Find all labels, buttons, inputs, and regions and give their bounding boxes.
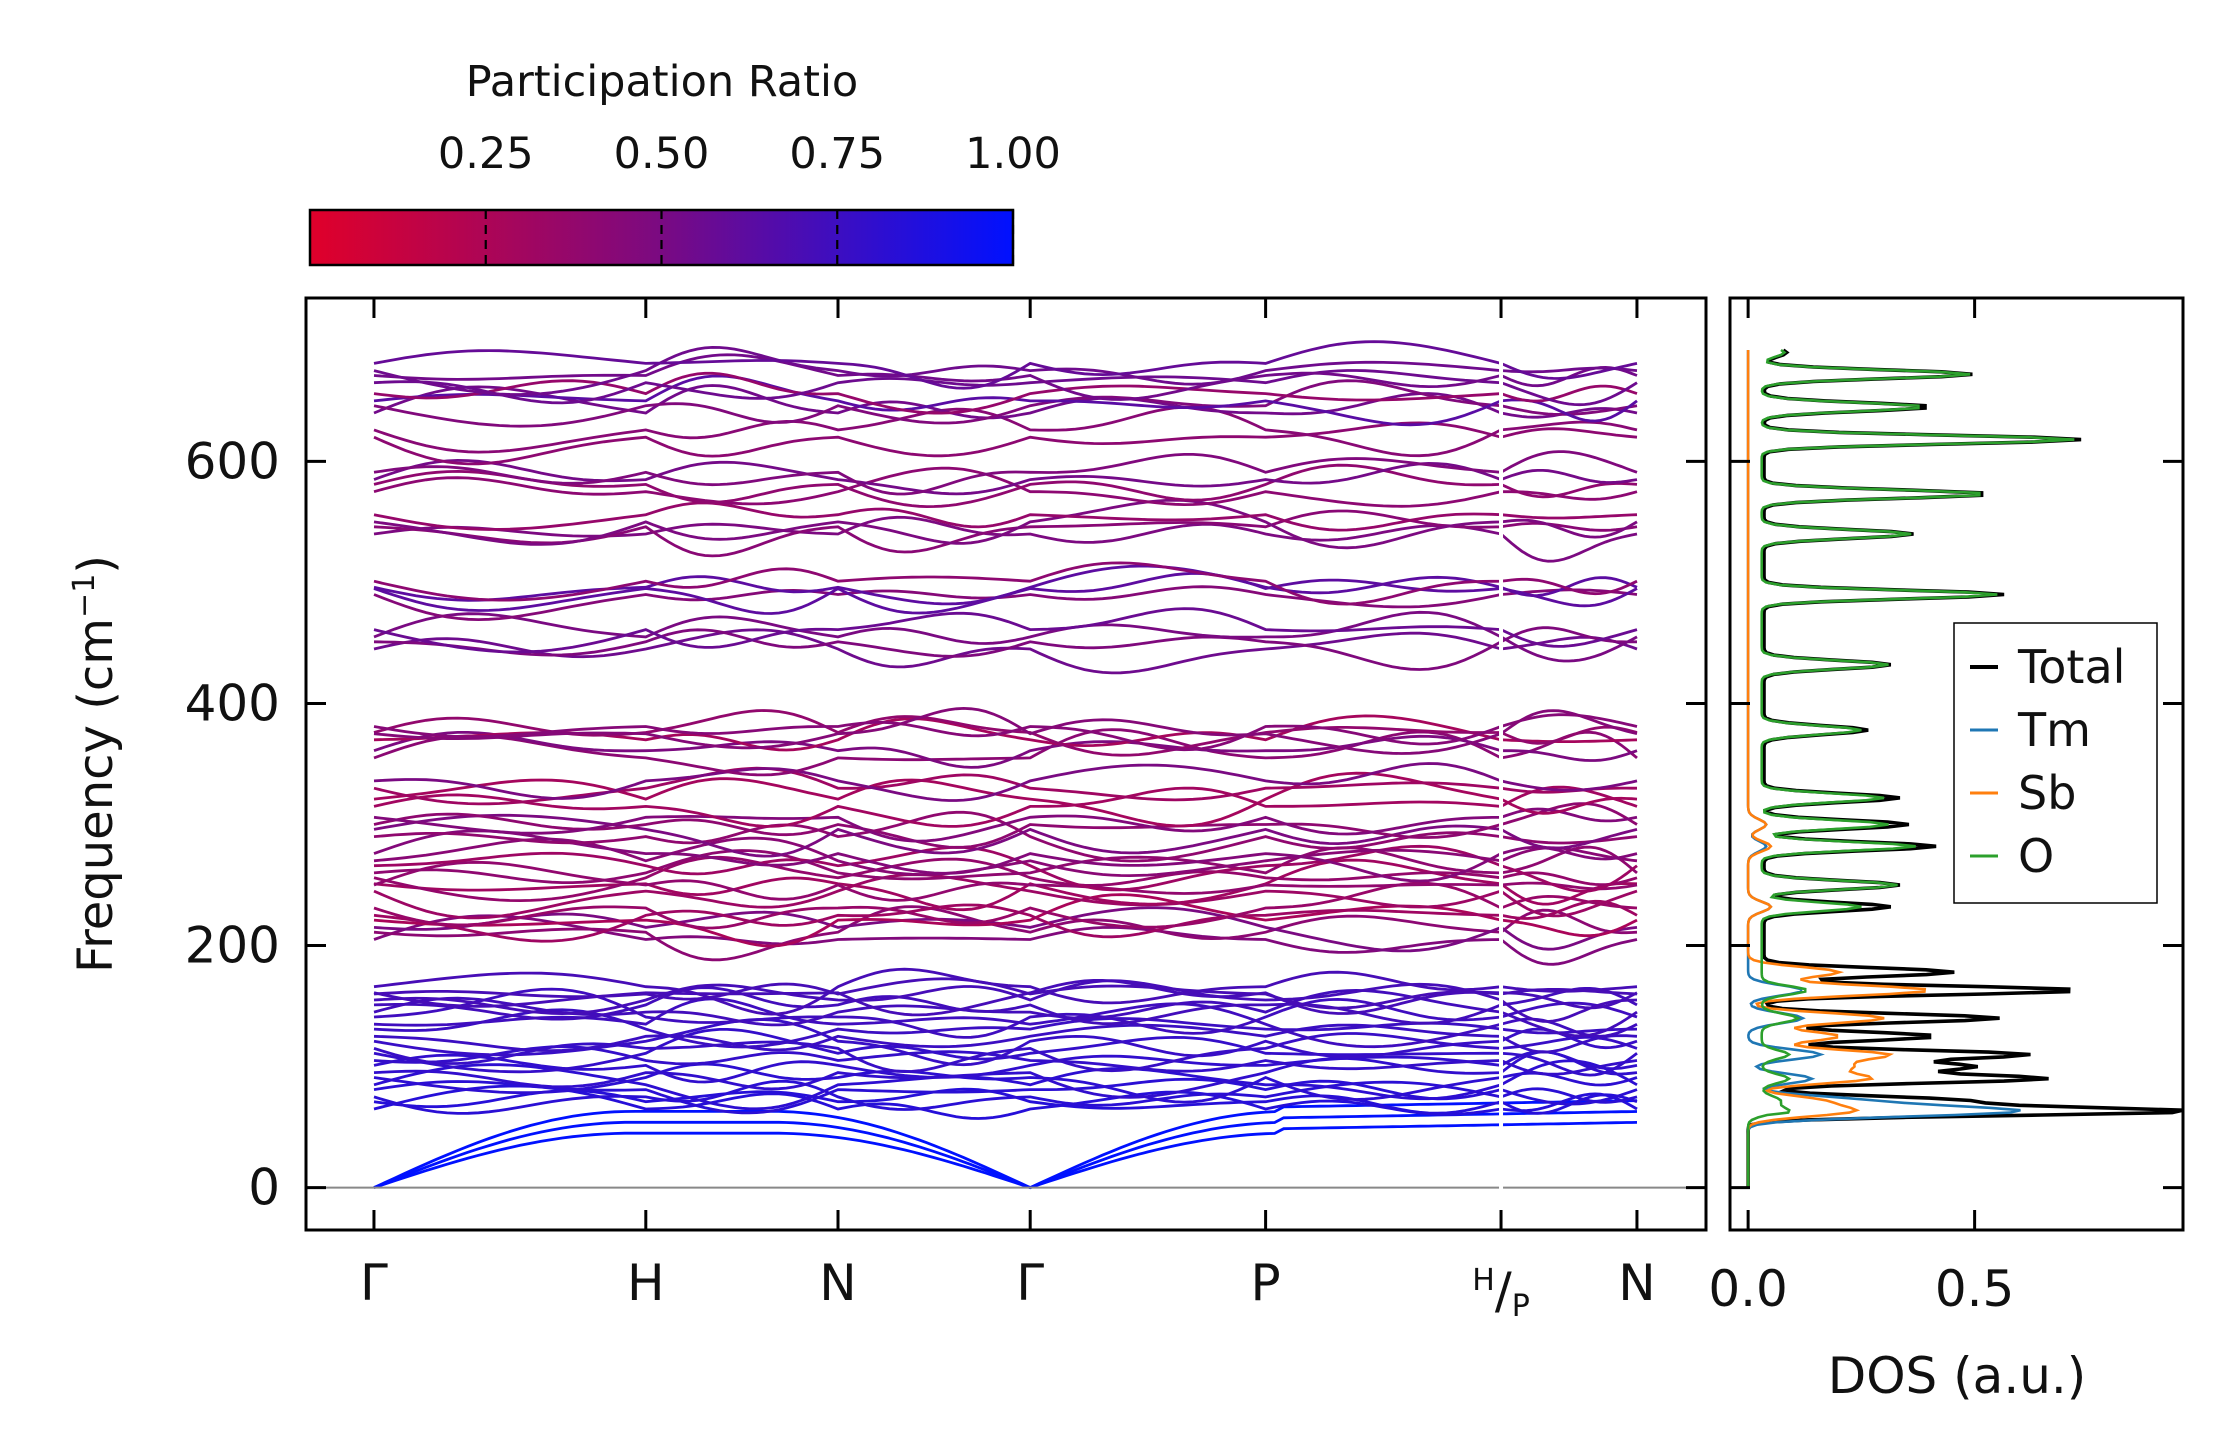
kpoint-label-slash: /	[1495, 1262, 1512, 1320]
band-plot-frame	[304, 296, 1708, 1232]
dos-plot-frame	[1728, 296, 2185, 1232]
dos-curves	[1746, 348, 2183, 1188]
kpoint-label: N	[819, 1254, 856, 1312]
y-axis-label-end: )	[68, 555, 124, 574]
dos-x-tick-label: 0.5	[1935, 1260, 2015, 1318]
dos-x-label: DOS (a.u.)	[1828, 1347, 2087, 1405]
legend-label-o: O	[2018, 829, 2054, 883]
phonon-band	[373, 899, 1638, 943]
legend-items: Total Tm Sb O	[1970, 640, 2125, 883]
dos-curve-sb	[1746, 350, 1927, 1188]
kpoint-label: N	[1618, 1254, 1655, 1312]
dos-curve-o	[1746, 348, 2075, 1188]
y-tick-label: 600	[185, 432, 280, 490]
kpoint-label: Γ	[360, 1254, 388, 1312]
colorbar-title: Participation Ratio	[466, 57, 859, 107]
kpoint-label-split: H/P	[1472, 1262, 1530, 1324]
colorbar-ticks: 0.25 0.50 0.75 1.00	[438, 129, 1061, 265]
dos-panel: 0.0 0.5 DOS (a.u.) Total Tm Sb O	[1708, 296, 2185, 1405]
phonon-band	[373, 458, 1638, 496]
phonon-bands	[373, 340, 1638, 1190]
kpoint-label: Γ	[1016, 1254, 1044, 1312]
kpoint-label-upper: H	[1472, 1263, 1495, 1298]
colorbar: Participation Ratio 0.25 0.50 0.75 1.00	[308, 57, 1061, 267]
kpoint-label-lower: P	[1512, 1289, 1530, 1324]
legend-label-tm: Tm	[2017, 703, 2091, 757]
y-tick-label: 200	[185, 917, 280, 975]
dos-x-tick-label: 0.0	[1708, 1260, 1788, 1318]
colorbar-tick-label: 0.75	[789, 129, 885, 179]
y-axis-ticks: 0 200 400 600	[185, 432, 1706, 1217]
dos-legend: Total Tm Sb O	[1953, 622, 2158, 904]
y-tick-label: 400	[185, 674, 280, 732]
y-axis-label: Frequency (cm−1)	[67, 555, 124, 973]
x-axis-kpoint-ticks: Γ H N Γ P H/P N	[360, 298, 1656, 1324]
kpoint-label: P	[1251, 1254, 1281, 1312]
y-tick-label: 0	[248, 1159, 280, 1217]
legend-label-total: Total	[2017, 640, 2125, 694]
y-axis-label-main: Frequency (cm	[68, 618, 124, 973]
colorbar-tick-label: 0.25	[438, 129, 534, 179]
dos-axis-ticks: 0.0 0.5	[1708, 298, 2183, 1318]
colorbar-tick-label: 1.00	[965, 129, 1061, 179]
kpoint-label: H	[627, 1254, 665, 1312]
colorbar-tick-label: 0.50	[614, 129, 710, 179]
legend-label-sb: Sb	[2018, 766, 2076, 820]
y-axis-label-superscript: −1	[67, 574, 102, 618]
